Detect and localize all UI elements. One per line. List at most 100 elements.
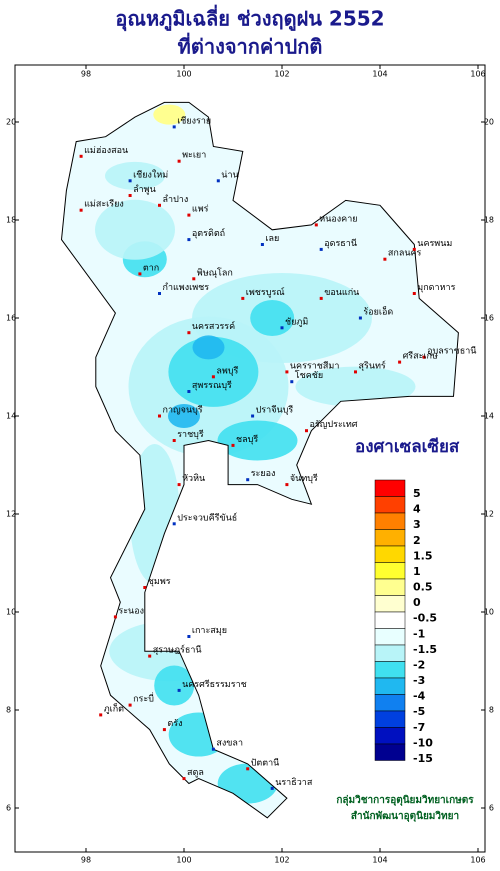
lat-tick-label: 12 [484, 510, 494, 519]
place-label: ระนอง [118, 606, 144, 616]
place-label: กำแพงเพชร [163, 282, 210, 293]
place-label: สุราษฎร์ธานี [153, 644, 202, 656]
lat-tick-label: 16 [6, 314, 16, 323]
place-label: ปราจีนบุรี [256, 405, 294, 416]
lat-tick-label: 8 [489, 706, 494, 715]
station [187, 635, 191, 638]
station [99, 713, 103, 717]
station [412, 292, 416, 295]
anomaly-zone [217, 420, 298, 461]
place-label: เกาะสมุย [192, 626, 227, 636]
border [60, 101, 459, 819]
station [172, 439, 176, 442]
legend-swatch [374, 661, 406, 679]
lat-tick-label: 16 [484, 314, 494, 323]
place-label: เชียงใหม่ [133, 169, 168, 180]
station [358, 316, 362, 320]
legend-swatch [374, 677, 406, 695]
place-label: สงขลา [216, 739, 243, 749]
station [280, 326, 284, 330]
place-label: ศรีสะเกษ [403, 351, 438, 362]
place-label: สกลนคร [388, 249, 422, 259]
place-label: แพร่ [192, 205, 209, 215]
place-label: เชียงราย [177, 115, 211, 126]
lat-tick-label: 6 [489, 804, 494, 813]
station [241, 296, 245, 300]
place-label: พิษณุโลก [197, 267, 233, 278]
station [246, 478, 250, 482]
place-label: นครศรีธรรมราช [182, 679, 247, 690]
place-label: สตูล [187, 768, 204, 778]
place-label: แม่สะเรียง [84, 199, 124, 210]
station [285, 370, 289, 374]
place-label: มุกดาหาร [417, 283, 455, 293]
legend-label: -1 [413, 627, 425, 640]
credit-line-1: กลุ่มวิชาการอุตุนิยมวิทยาเกษตร [336, 794, 474, 806]
station [319, 247, 323, 251]
station [319, 296, 323, 300]
anomaly-zone [192, 335, 225, 360]
station [158, 414, 161, 418]
place-label: ลพบุรี [216, 365, 238, 376]
place-label: ประจวบคีรีขันธ์ [177, 511, 237, 523]
station [305, 429, 308, 433]
place-label: กระบี่ [133, 692, 154, 705]
station [128, 194, 132, 197]
legend-swatch [374, 545, 406, 563]
place-label: น่าน [221, 170, 238, 180]
place-label: หัวหิน [182, 473, 205, 484]
station [177, 159, 181, 163]
station [285, 483, 289, 487]
legend-swatch [374, 479, 406, 497]
legend-label: 1.5 [413, 549, 433, 562]
legend-swatch [374, 512, 406, 530]
legend-label: -15 [413, 752, 433, 765]
legend-swatch [374, 727, 406, 745]
place-label: พะเยา [182, 151, 206, 161]
place-label: ลำพูน [133, 184, 156, 195]
anomaly-zone [295, 366, 416, 407]
station [143, 586, 147, 589]
title-line-1: อุณหภูมิเฉลี่ย ช่วงฤดูฝน 2552 [115, 4, 384, 33]
place-label: อรัญประเทศ [310, 420, 358, 430]
lat-tick-label: 18 [6, 216, 16, 225]
place-label: ชุมพร [148, 577, 171, 587]
place-label: ร้อยเอ็ด [363, 305, 393, 318]
station [270, 786, 274, 790]
station [128, 179, 132, 183]
station [216, 179, 220, 183]
station [162, 728, 166, 732]
station [187, 390, 191, 393]
legend-label: -5 [413, 705, 425, 718]
legend-title: องศาเซลเซียส [355, 436, 460, 457]
lon-tick-label: 98 [81, 856, 91, 865]
lat-tick-label: 10 [484, 608, 494, 617]
station [128, 703, 132, 707]
anomaly-zone [105, 161, 165, 190]
station [412, 247, 416, 251]
place-label: นราธิวาส [275, 777, 313, 788]
station [172, 125, 176, 129]
lat-tick-label: 18 [484, 216, 494, 225]
lat-tick-label: 14 [6, 412, 16, 421]
station [211, 747, 215, 751]
legend-label: 2 [413, 534, 421, 547]
station [187, 238, 191, 242]
station [314, 223, 318, 227]
station [290, 380, 294, 384]
legend-swatch [374, 628, 406, 646]
legend-label: -10 [413, 736, 433, 749]
station [113, 615, 117, 619]
place-label: หนองคาย [319, 214, 357, 224]
legend-swatch [374, 529, 406, 547]
legend-swatch [374, 710, 406, 728]
lat-tick-label: 20 [6, 118, 16, 127]
legend-label: 1 [413, 565, 421, 578]
place-label: แม่ฮ่องสอน [84, 146, 128, 156]
legend-swatch [374, 611, 406, 629]
place-label: อุตรดิตถ์ [192, 227, 225, 239]
legend-label: -3 [413, 674, 425, 687]
station [383, 257, 387, 261]
legend-swatch [374, 562, 406, 580]
station [177, 483, 181, 487]
